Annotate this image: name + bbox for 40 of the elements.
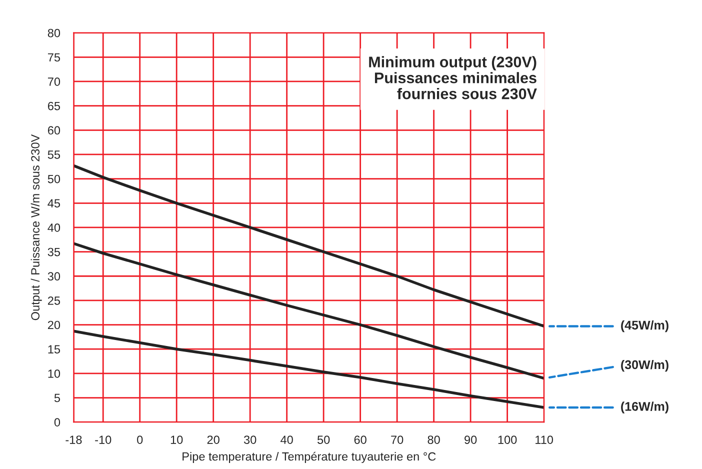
x-tick-label: 0 [137, 436, 143, 444]
text: (30W/m) [621, 360, 668, 372]
line-series [74, 330, 544, 409]
y-tick-label: 80 [48, 28, 60, 38]
y-tick-label: 25 [48, 296, 60, 305]
y-axis-title: Output / Puissance W/m sous 230V [30, 134, 42, 320]
y-tick-label: 45 [48, 199, 60, 208]
x-tick-label: 60 [354, 436, 366, 444]
x-tick-label: -10 [95, 436, 112, 444]
x-tick-label: 50 [317, 436, 330, 444]
x-tick-label: 20 [207, 436, 220, 444]
y-tick-label: 35 [48, 248, 60, 256]
y-tick-label: 0 [54, 418, 60, 426]
text: (16W/m) [621, 402, 668, 414]
x-tick-label: 10 [170, 436, 183, 444]
x-tick-label: 70 [391, 436, 404, 444]
y-tick-label: 15 [48, 345, 60, 354]
x-tick-label: 80 [428, 436, 440, 444]
x-tick-label: 110 [536, 436, 553, 444]
x-tick-label: 100 [498, 436, 517, 444]
x-tick-label: 40 [280, 436, 293, 444]
y-tick-label: 5 [54, 394, 60, 402]
line-series [74, 242, 544, 380]
y-tick-label: 55 [48, 150, 60, 159]
y-tick-label: 50 [48, 174, 60, 184]
y-tick-label: 20 [48, 320, 60, 330]
y-tick-label: 70 [48, 78, 60, 86]
y-tick-label: 40 [48, 224, 60, 232]
x-axis-title: Pipe temperature / Température tuyauterie en °C [182, 452, 436, 463]
text: (45W/m) [621, 320, 668, 332]
y-tick-label: 75 [48, 53, 60, 62]
y-tick-label: 10 [48, 369, 60, 378]
y-tick-label: 30 [48, 272, 60, 281]
x-tick-label: 30 [244, 436, 256, 444]
y-tick-label: 60 [48, 126, 60, 135]
x-tick-label: 90 [464, 436, 477, 444]
y-tick-label: 65 [48, 102, 60, 110]
line-series [74, 164, 544, 328]
x-tick-label: -18 [66, 436, 82, 444]
text: Minimum output (230V) Puissances minimales fournies sous 230V [369, 56, 537, 100]
